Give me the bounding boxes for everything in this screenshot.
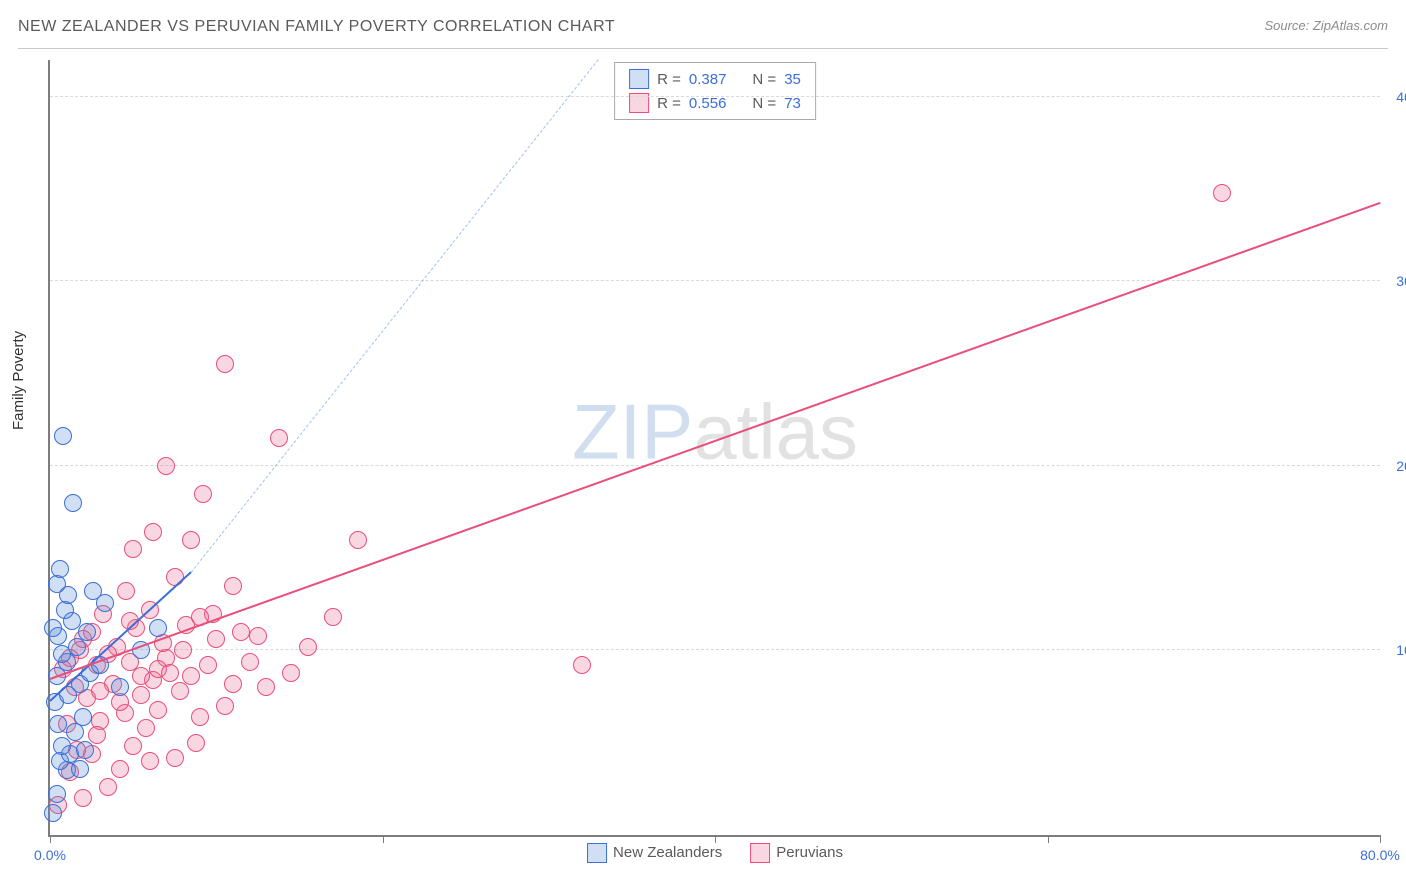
data-point (157, 457, 175, 475)
data-point (161, 664, 179, 682)
data-point (187, 734, 205, 752)
data-point (573, 656, 591, 674)
y-tick-label: 20.0% (1386, 458, 1406, 474)
data-point (166, 749, 184, 767)
correlation-legend: R = 0.387 N = 35 R = 0.556 N = 73 (614, 62, 816, 120)
data-point (207, 630, 225, 648)
trend-line (191, 59, 599, 573)
data-point (199, 656, 217, 674)
data-point (299, 638, 317, 656)
data-point (132, 667, 150, 685)
x-tick (715, 835, 716, 843)
data-point (1213, 184, 1231, 202)
data-point (174, 641, 192, 659)
gridline (50, 280, 1380, 281)
data-point (76, 741, 94, 759)
data-point (144, 523, 162, 541)
data-point (78, 623, 96, 641)
y-tick-label: 10.0% (1386, 642, 1406, 658)
data-point (224, 675, 242, 693)
legend-row-peru: R = 0.556 N = 73 (615, 91, 815, 115)
data-point (182, 667, 200, 685)
data-point (44, 804, 62, 822)
gridline (50, 649, 1380, 650)
data-point (137, 719, 155, 737)
data-point (182, 531, 200, 549)
data-point (111, 760, 129, 778)
data-point (166, 568, 184, 586)
data-point (191, 708, 209, 726)
swatch-icon (629, 69, 649, 89)
legend-item-nz: New Zealanders (587, 843, 722, 863)
watermark: ZIPatlas (572, 387, 858, 478)
x-tick (1380, 835, 1381, 843)
data-point (117, 582, 135, 600)
data-point (149, 701, 167, 719)
data-point (171, 682, 189, 700)
trend-line (50, 202, 1381, 680)
legend-item-peru: Peruvians (750, 843, 843, 863)
data-point (49, 715, 67, 733)
data-point (194, 485, 212, 503)
x-tick-label: 0.0% (34, 847, 66, 863)
x-tick (1048, 835, 1049, 843)
data-point (99, 778, 117, 796)
series-legend: New Zealanders Peruvians (587, 843, 843, 863)
x-tick-label: 80.0% (1360, 847, 1400, 863)
data-point (257, 678, 275, 696)
data-point (141, 752, 159, 770)
data-point (132, 686, 150, 704)
swatch-icon (587, 843, 607, 863)
swatch-icon (750, 843, 770, 863)
gridline (50, 96, 1380, 97)
legend-row-nz: R = 0.387 N = 35 (615, 67, 815, 91)
data-point (111, 678, 129, 696)
data-point (224, 577, 242, 595)
chart-title: NEW ZEALANDER VS PERUVIAN FAMILY POVERTY… (18, 18, 615, 35)
data-point (51, 560, 69, 578)
data-point (216, 697, 234, 715)
data-point (64, 494, 82, 512)
scatter-plot: ZIPatlas R = 0.387 N = 35 R = 0.556 N = … (48, 60, 1380, 837)
data-point (149, 619, 167, 637)
data-point (44, 619, 62, 637)
data-point (84, 582, 102, 600)
data-point (71, 760, 89, 778)
data-point (91, 682, 109, 700)
data-point (349, 531, 367, 549)
data-point (324, 608, 342, 626)
data-point (249, 627, 267, 645)
source-label: Source: ZipAtlas.com (1264, 18, 1388, 33)
data-point (241, 653, 259, 671)
data-point (216, 355, 234, 373)
y-axis-label: Family Poverty (10, 331, 27, 430)
data-point (48, 785, 66, 803)
gridline (50, 465, 1380, 466)
data-point (124, 540, 142, 558)
data-point (74, 708, 92, 726)
data-point (53, 737, 71, 755)
x-tick (383, 835, 384, 843)
data-point (74, 789, 92, 807)
data-point (88, 726, 106, 744)
data-point (54, 427, 72, 445)
data-point (124, 737, 142, 755)
y-tick-label: 30.0% (1386, 273, 1406, 289)
data-point (282, 664, 300, 682)
x-tick (50, 835, 51, 843)
data-point (232, 623, 250, 641)
y-tick-label: 40.0% (1386, 89, 1406, 105)
data-point (270, 429, 288, 447)
